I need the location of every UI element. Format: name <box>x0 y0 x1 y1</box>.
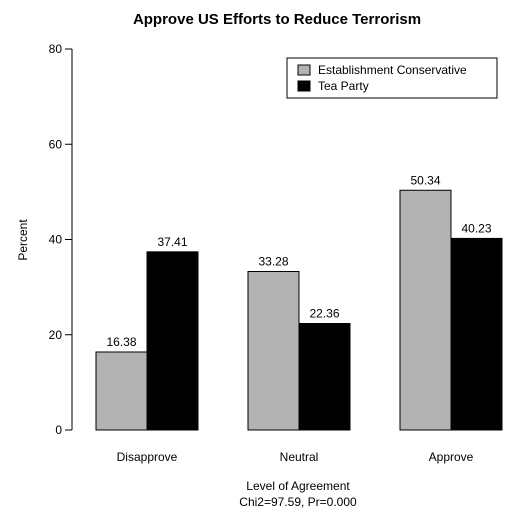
chart-title: Approve US Efforts to Reduce Terrorism <box>133 11 421 28</box>
data-label: 50.34 <box>410 173 440 187</box>
bar-establishment-disapprove <box>95 351 148 431</box>
x-tick-label: Disapprove <box>117 450 178 464</box>
legend-box <box>286 57 498 99</box>
x-tick-label: Neutral <box>280 450 319 464</box>
data-label: 33.28 <box>258 255 288 269</box>
bar-establishment-approve <box>399 189 452 431</box>
x-axis-label: Level of Agreement <box>246 479 350 493</box>
chart-subtitle: Chi2=97.59, Pr=0.000 <box>239 495 357 509</box>
legend-swatch <box>297 64 311 76</box>
y-tick-label: 20 <box>49 328 63 342</box>
x-tick-labels: Disapprove Neutral Approve <box>117 450 474 464</box>
data-label: 16.38 <box>106 335 136 349</box>
data-label: 40.23 <box>461 221 491 235</box>
y-tick-label: 60 <box>49 137 63 151</box>
y-tick-label: 80 <box>49 42 63 56</box>
legend-swatch <box>297 80 311 92</box>
legend: Establishment Conservative Tea Party <box>286 57 498 99</box>
y-tick-label: 0 <box>55 423 62 437</box>
bar-tea-party-neutral <box>298 323 351 431</box>
x-tick-label: Approve <box>429 450 474 464</box>
bar-establishment-neutral <box>247 271 300 431</box>
legend-label: Tea Party <box>318 79 369 93</box>
bar-group <box>95 189 503 431</box>
y-axis-label: Percent <box>16 219 30 261</box>
data-label: 37.41 <box>157 235 187 249</box>
data-label: 22.36 <box>309 307 339 321</box>
y-axis: 0 20 40 60 80 <box>49 42 73 437</box>
y-tick-label: 40 <box>49 233 63 247</box>
value-labels: 16.38 37.41 33.28 22.36 50.34 40.23 <box>106 173 491 349</box>
legend-label: Establishment Conservative <box>318 63 467 77</box>
bar-tea-party-disapprove <box>146 251 199 431</box>
bar-tea-party-approve <box>450 237 503 431</box>
